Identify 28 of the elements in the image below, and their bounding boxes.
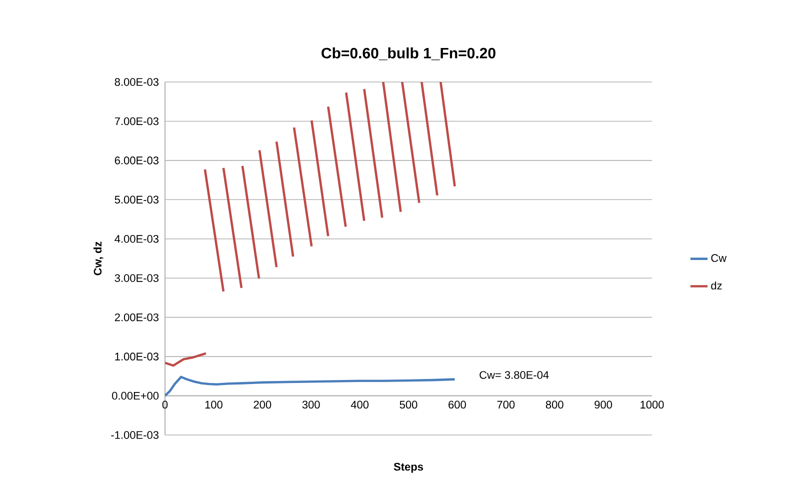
x-tick-label: 900 (594, 400, 612, 409)
legend-label: Cw (711, 254, 727, 262)
x-tick-label: 100 (205, 400, 222, 409)
y-tick-label: 2.00E-03 (114, 313, 159, 322)
y-tick-label: 4.00E-03 (114, 235, 159, 243)
x-tick-label: 200 (254, 400, 272, 409)
annotation: Cw= 3.80E-04 (480, 371, 549, 379)
y-tick-label: 8.00E-03 (114, 78, 159, 86)
y-tick-label: 1.00E-03 (115, 352, 159, 360)
y-tick-label: 7.00E-03 (114, 117, 159, 126)
y-tick-label: -1.00E-03 (111, 431, 159, 439)
x-tick-label: 1000 (640, 400, 664, 409)
chart-title: Cb=0.60_bulb 1_Fn=0.20 (322, 47, 496, 60)
y-tick-label: 5.00E-03 (114, 196, 159, 204)
x-tick-label: 600 (448, 400, 466, 409)
x-tick-label: 500 (400, 400, 418, 409)
line-series (165, 376, 456, 397)
x-tick-label: 400 (350, 400, 369, 409)
x-tick-label: 300 (302, 400, 320, 409)
y-axis-title: Cw, dz (93, 242, 104, 276)
legend-label: dz (711, 281, 722, 290)
y-tick-label: 3.00E-03 (114, 274, 159, 282)
x-axis-title: Steps (394, 462, 424, 473)
x-tick-label: 800 (546, 400, 564, 409)
y-tick-label: 6.00E-03 (114, 156, 159, 164)
x-tick-label: 0 (162, 400, 168, 409)
y-tick-label: 0.00E+00 (112, 392, 159, 400)
x-tick-label: 700 (497, 400, 515, 409)
